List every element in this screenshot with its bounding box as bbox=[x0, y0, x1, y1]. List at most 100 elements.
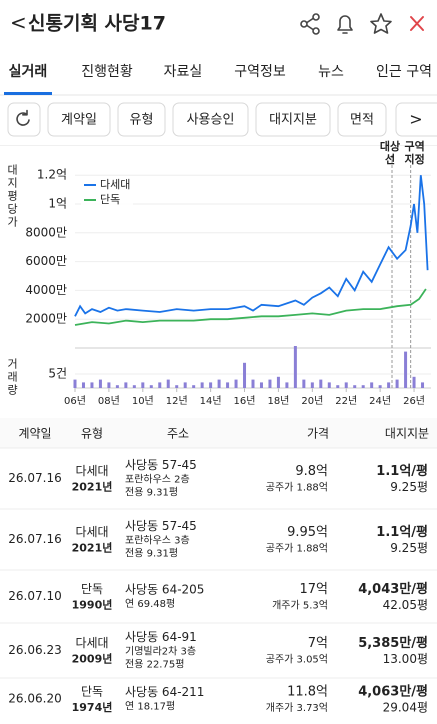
volume-bar bbox=[243, 362, 247, 388]
price: 7억 bbox=[308, 636, 328, 651]
back-button[interactable]: < bbox=[10, 11, 27, 35]
property-type: 단독 bbox=[81, 685, 103, 699]
annotation-label: 지정 bbox=[405, 152, 425, 166]
filter-label: 면적 bbox=[350, 113, 374, 128]
volume-bar bbox=[412, 376, 416, 388]
official-price: 개주가 3.73억 bbox=[266, 702, 328, 714]
annotation-label: 선 bbox=[385, 152, 395, 166]
volume-bar bbox=[293, 346, 297, 388]
series-line bbox=[74, 175, 429, 317]
refresh-icon bbox=[16, 109, 30, 126]
x-tick-label: 20년 bbox=[301, 395, 323, 407]
unit-price: 1.1억/평 bbox=[376, 463, 428, 479]
volume-bar bbox=[141, 382, 145, 388]
volume-bar bbox=[192, 385, 196, 388]
active-tab-underline bbox=[4, 92, 52, 95]
tab[interactable]: 뉴스 bbox=[318, 64, 344, 80]
build-year: 1974년 bbox=[72, 700, 113, 714]
table-header-bg bbox=[0, 418, 437, 448]
more-filter-button[interactable] bbox=[395, 102, 437, 137]
bell-icon[interactable] bbox=[337, 15, 353, 34]
filter-label: 유형 bbox=[130, 113, 154, 128]
tab[interactable]: 실거래 bbox=[9, 64, 48, 80]
contract-date: 26.06.23 bbox=[8, 643, 61, 657]
volume-bar bbox=[285, 382, 289, 388]
volume-bar bbox=[98, 379, 102, 388]
volume-bar bbox=[344, 382, 348, 388]
volume-tick-label: 5건 bbox=[48, 367, 67, 381]
y-tick-label: 4000만 bbox=[25, 283, 67, 297]
share-icon[interactable] bbox=[300, 13, 320, 35]
address-line: 연 69.48평 bbox=[125, 598, 175, 610]
price: 17억 bbox=[299, 582, 328, 597]
unit-price: 4,063만/평 bbox=[358, 684, 428, 700]
official-price: 공주가 1.88억 bbox=[266, 482, 328, 494]
y-axis-label: 대지평당가 bbox=[6, 164, 19, 229]
volume-bar bbox=[404, 351, 408, 388]
land-share: 9.25평 bbox=[390, 480, 428, 494]
volume-bar bbox=[166, 379, 170, 388]
volume-bar bbox=[395, 379, 399, 388]
annotation-label: 대상 bbox=[380, 139, 400, 153]
star-icon[interactable] bbox=[370, 13, 392, 34]
build-year: 1990년 bbox=[72, 598, 113, 612]
land-share: 29.04평 bbox=[383, 701, 428, 715]
filter-button[interactable] bbox=[47, 102, 111, 137]
refresh-button[interactable] bbox=[7, 102, 41, 137]
x-tick-label: 22년 bbox=[335, 395, 357, 407]
close-icon[interactable] bbox=[410, 16, 424, 31]
filter-button[interactable] bbox=[172, 102, 249, 137]
filter-button[interactable] bbox=[117, 102, 166, 137]
filter-button[interactable] bbox=[337, 102, 387, 137]
volume-bar bbox=[209, 382, 213, 388]
tab[interactable]: 구역정보 bbox=[234, 64, 286, 80]
price: 9.95억 bbox=[287, 525, 328, 540]
x-tick-label: 24년 bbox=[369, 395, 391, 407]
volume-bar bbox=[319, 379, 323, 388]
tab[interactable]: 자료실 bbox=[164, 64, 203, 80]
page-title: 신통기획 사당17 bbox=[28, 13, 166, 35]
unit-price: 5,385만/평 bbox=[358, 635, 428, 651]
table-header: 계약일 bbox=[18, 426, 51, 441]
x-tick-label: 16년 bbox=[234, 395, 256, 407]
volume-bar bbox=[226, 382, 230, 388]
volume-bar bbox=[421, 382, 425, 388]
land-share: 9.25평 bbox=[390, 541, 428, 555]
y-tick-label: 1억 bbox=[48, 197, 67, 211]
tab[interactable]: 인근 구역 bbox=[376, 64, 432, 80]
address-line: 포란하우스 2층 bbox=[125, 473, 190, 486]
x-tick-label: 12년 bbox=[166, 395, 188, 407]
property-type: 다세대 bbox=[75, 464, 108, 478]
volume-bar bbox=[175, 385, 179, 388]
volume-bar bbox=[353, 385, 357, 388]
filter-button[interactable] bbox=[255, 102, 331, 137]
volume-bar bbox=[217, 379, 221, 388]
volume-bar bbox=[158, 382, 162, 388]
property-type: 단독 bbox=[81, 582, 103, 596]
volume-bar bbox=[276, 376, 280, 388]
address-line: 전용 22.75평 bbox=[125, 659, 184, 671]
unit-price: 1.1억/평 bbox=[376, 524, 428, 540]
table-header: 주소 bbox=[167, 427, 189, 441]
volume-bar bbox=[124, 382, 128, 388]
address-line: 사당동 57-45 bbox=[125, 458, 197, 472]
official-price: 공주가 3.05억 bbox=[266, 654, 328, 666]
y-tick-label: 6000만 bbox=[25, 254, 67, 268]
filter-label: 계약일 bbox=[61, 113, 97, 128]
address-line: 사당동 57-45 bbox=[125, 519, 197, 533]
volume-bar bbox=[361, 385, 365, 388]
build-year: 2021년 bbox=[72, 541, 113, 555]
build-year: 2021년 bbox=[72, 480, 113, 494]
build-year: 2009년 bbox=[72, 652, 113, 666]
x-tick-label: 06년 bbox=[64, 395, 86, 407]
address-line: 사당동 64-211 bbox=[125, 685, 204, 699]
y-tick-label: 1.2억 bbox=[37, 168, 67, 182]
volume-bar bbox=[183, 382, 187, 388]
volume-axis-label: 거래량 bbox=[6, 358, 19, 397]
volume-bar bbox=[81, 382, 85, 388]
tab[interactable]: 진행현황 bbox=[81, 64, 133, 80]
volume-bar bbox=[370, 382, 374, 388]
contract-date: 26.07.10 bbox=[8, 589, 61, 603]
volume-bar bbox=[149, 385, 153, 388]
